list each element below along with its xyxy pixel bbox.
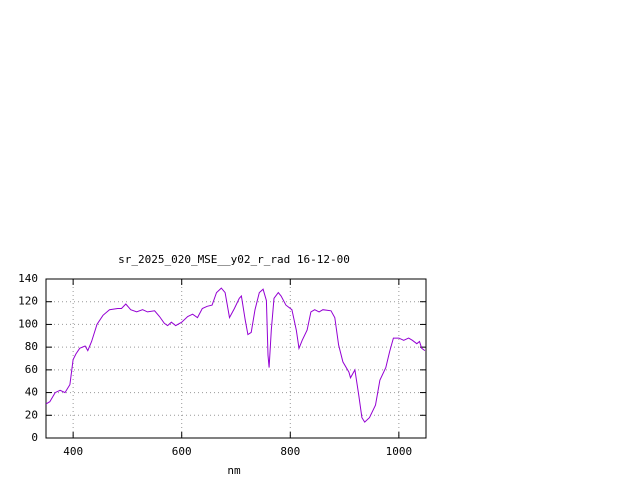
y-tick-label: 140 bbox=[18, 272, 38, 285]
x-tick-label: 800 bbox=[280, 445, 300, 458]
y-tick-label: 0 bbox=[31, 431, 38, 444]
data-line bbox=[45, 287, 426, 423]
y-tick-label: 20 bbox=[25, 408, 38, 421]
y-tick-label: 60 bbox=[25, 363, 38, 376]
x-tick-label: 1000 bbox=[386, 445, 413, 458]
y-tick-label: 40 bbox=[25, 386, 38, 399]
plot-frame bbox=[45, 278, 427, 439]
x-tick-label: 400 bbox=[63, 445, 83, 458]
chart-title: sr_2025_020_MSE__y02_r_rad 16-12-00 bbox=[118, 253, 350, 266]
x-axis-label: nm bbox=[227, 464, 241, 477]
y-tick-label: 100 bbox=[18, 317, 38, 330]
y-tick-label: 80 bbox=[25, 340, 38, 353]
x-tick-label: 600 bbox=[172, 445, 192, 458]
y-tick-label: 120 bbox=[18, 295, 38, 308]
